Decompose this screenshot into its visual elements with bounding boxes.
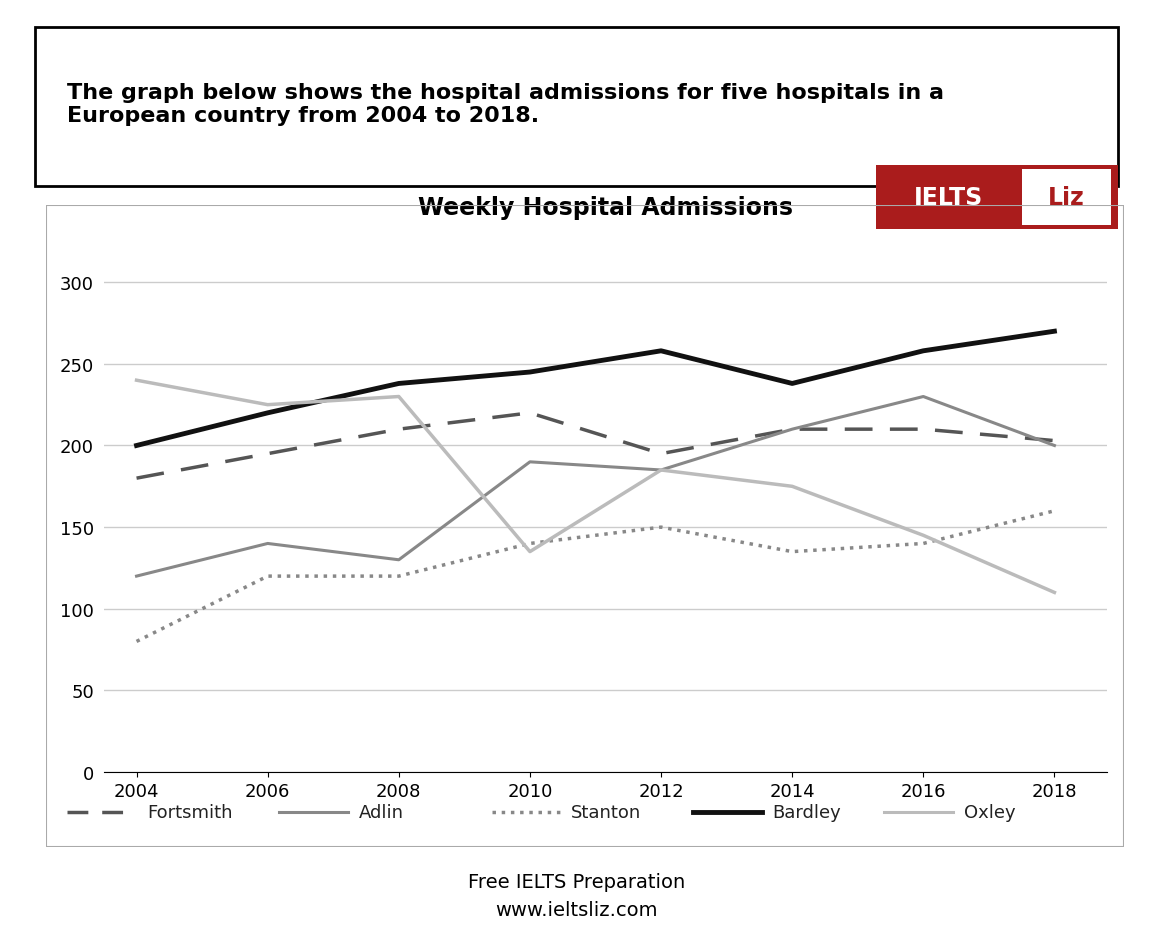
Text: Stanton: Stanton bbox=[571, 803, 641, 821]
Stanton bbox=[654, 522, 668, 534]
Line: Oxley: Oxley bbox=[136, 381, 1055, 592]
Text: Free IELTS Preparation: Free IELTS Preparation bbox=[468, 872, 685, 891]
Adlin bbox=[129, 571, 143, 582]
Adlin bbox=[523, 457, 537, 468]
Line: Fortsmith: Fortsmith bbox=[136, 414, 1055, 478]
Oxley bbox=[261, 400, 274, 411]
Bardley bbox=[1048, 327, 1062, 338]
Fortsmith bbox=[129, 473, 143, 484]
Line: Stanton: Stanton bbox=[136, 511, 1055, 642]
Stanton bbox=[523, 538, 537, 549]
Line: Adlin: Adlin bbox=[136, 397, 1055, 577]
FancyBboxPatch shape bbox=[876, 166, 1118, 229]
Oxley bbox=[129, 375, 143, 387]
Oxley bbox=[1048, 587, 1062, 598]
Title: Weekly Hospital Admissions: Weekly Hospital Admissions bbox=[417, 196, 793, 220]
Stanton bbox=[917, 538, 930, 549]
Text: The graph below shows the hospital admissions for five hospitals in a
European c: The graph below shows the hospital admis… bbox=[67, 83, 944, 126]
Oxley bbox=[523, 547, 537, 558]
Stanton bbox=[1048, 505, 1062, 517]
Bardley bbox=[785, 378, 799, 389]
Bardley bbox=[261, 408, 274, 419]
FancyBboxPatch shape bbox=[1022, 169, 1111, 226]
Text: Bardley: Bardley bbox=[773, 803, 842, 821]
Adlin bbox=[1048, 441, 1062, 452]
Text: www.ieltsliz.com: www.ieltsliz.com bbox=[496, 900, 657, 919]
Text: Liz: Liz bbox=[1048, 185, 1085, 210]
Bardley bbox=[523, 367, 537, 378]
Fortsmith bbox=[523, 408, 537, 419]
Fortsmith bbox=[785, 424, 799, 435]
Adlin bbox=[392, 554, 406, 565]
Oxley bbox=[392, 391, 406, 402]
Text: Oxley: Oxley bbox=[964, 803, 1016, 821]
Stanton bbox=[261, 571, 274, 582]
Fortsmith bbox=[917, 424, 930, 435]
Stanton bbox=[785, 547, 799, 558]
Fortsmith bbox=[261, 448, 274, 460]
Line: Bardley: Bardley bbox=[136, 332, 1055, 446]
Adlin bbox=[785, 424, 799, 435]
Oxley bbox=[785, 481, 799, 492]
Text: Fortsmith: Fortsmith bbox=[146, 803, 233, 821]
Bardley bbox=[392, 378, 406, 389]
Bardley bbox=[129, 441, 143, 452]
Adlin bbox=[261, 538, 274, 549]
Fortsmith bbox=[392, 424, 406, 435]
Bardley bbox=[654, 345, 668, 357]
Oxley bbox=[654, 465, 668, 476]
Adlin bbox=[654, 465, 668, 476]
Adlin bbox=[917, 391, 930, 402]
Text: IELTS: IELTS bbox=[914, 185, 984, 210]
Text: Adlin: Adlin bbox=[359, 803, 404, 821]
Bardley bbox=[917, 345, 930, 357]
Fortsmith bbox=[1048, 435, 1062, 446]
Stanton bbox=[392, 571, 406, 582]
FancyBboxPatch shape bbox=[35, 28, 1118, 187]
Oxley bbox=[917, 530, 930, 541]
Stanton bbox=[129, 636, 143, 648]
Fortsmith bbox=[654, 448, 668, 460]
